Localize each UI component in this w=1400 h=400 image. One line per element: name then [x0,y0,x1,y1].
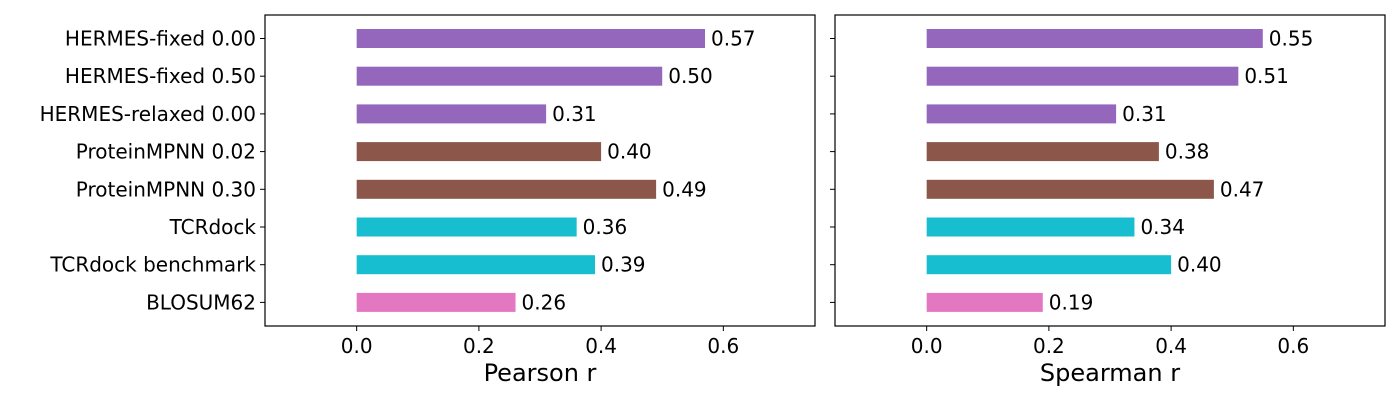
plot-frame [834,14,1386,327]
value-label: 0.55 [1269,27,1314,51]
category-label: BLOSUM62 [146,290,256,314]
bar-6 [356,217,577,237]
value-label: 0.31 [1122,102,1167,126]
bar-3 [356,104,547,124]
x-axis-label: Spearman r [1040,359,1180,387]
bar-1 [356,29,705,48]
category-label: HERMES-fixed 0.00 [65,27,256,51]
category-label: HERMES-relaxed 0.00 [40,102,256,126]
x-tick-label: 0.4 [585,334,617,358]
value-label: 0.49 [662,177,707,201]
bar-2 [926,66,1239,86]
bar-5 [356,179,657,199]
x-tick-label: 0.2 [463,334,495,358]
value-label: 0.36 [583,215,628,239]
bar-7 [356,255,595,275]
plot-frame [264,14,816,327]
value-label: 0.57 [711,27,756,51]
bar-4 [356,142,602,162]
bar-3 [926,104,1117,124]
bar-8 [926,292,1043,312]
chart-panel-2: 0.55 0.51 0.31 0.38 0.47 0.34 0.40 0.19 0.0 0.2 0.… [830,14,1386,387]
value-label: 0.38 [1165,140,1210,164]
x-tick-label: 0.2 [1033,334,1065,358]
category-label: ProteinMPNN 0.30 [76,177,256,201]
value-label: 0.40 [607,140,652,164]
bar-1 [926,29,1263,48]
x-tick-label: 0.0 [911,334,943,358]
value-label: 0.47 [1220,177,1265,201]
x-axis-label: Pearson r [484,359,597,387]
bar-7 [926,255,1172,275]
bar-5 [926,179,1214,199]
chart-panel-1: 0.57 HERMES-fixed 0.00 0.50 HERMES-fixed 0.… [40,14,816,387]
value-label: 0.50 [668,64,713,88]
value-label: 0.26 [522,290,567,314]
x-tick-label: 0.0 [341,334,373,358]
category-label: TCRdock [169,215,257,239]
bar-2 [356,66,663,86]
category-label: ProteinMPNN 0.02 [76,140,256,164]
value-label: 0.19 [1049,290,1094,314]
x-tick-label: 0.4 [1155,334,1187,358]
x-tick-label: 0.6 [1277,334,1309,358]
bar-4 [926,142,1159,162]
value-label: 0.51 [1244,64,1289,88]
value-label: 0.31 [552,102,597,126]
value-label: 0.39 [601,253,646,277]
category-label: HERMES-fixed 0.50 [65,64,256,88]
x-tick-label: 0.6 [707,334,739,358]
category-label: TCRdock benchmark [49,253,256,277]
bar-8 [356,292,516,312]
value-label: 0.34 [1140,215,1185,239]
bar-6 [926,217,1135,237]
value-label: 0.40 [1177,253,1222,277]
